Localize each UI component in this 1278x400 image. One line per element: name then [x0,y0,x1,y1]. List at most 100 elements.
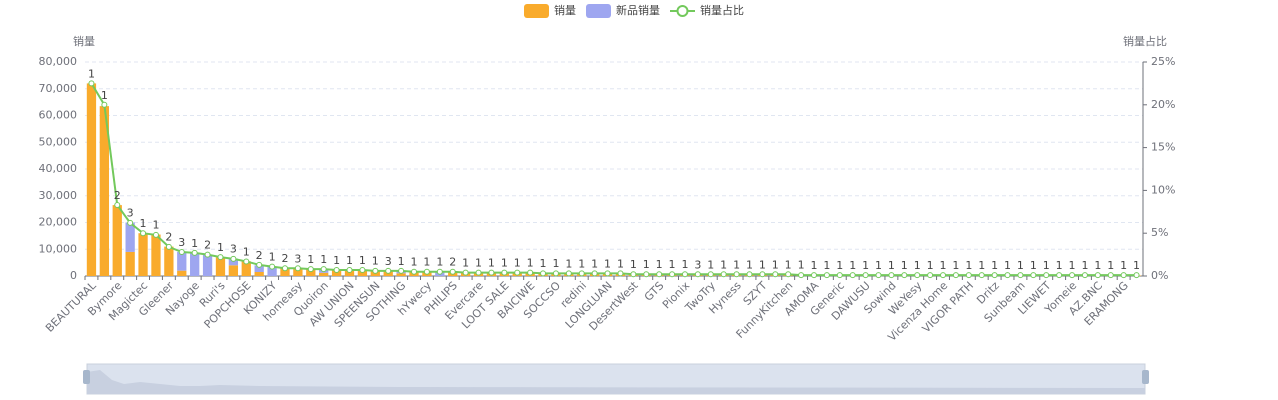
line-point [101,101,108,108]
data-label: 1 [191,237,198,250]
line-point [978,272,985,279]
y-tick-label: 30,000 [39,189,78,202]
data-label: 1 [1107,259,1114,272]
zoom-preview [87,370,1145,394]
line-point [294,265,301,272]
line-point [1120,272,1127,279]
data-label: 1 [643,258,650,271]
line-point [798,272,805,279]
line-point [514,269,521,276]
data-zoom[interactable] [83,363,1149,395]
bar [228,265,239,276]
line-point [836,272,843,279]
data-label: 1 [411,255,418,268]
line-point [1017,272,1024,279]
line-point [888,272,895,279]
data-label: 1 [720,258,727,271]
data-label: 1 [333,254,340,267]
line-point [527,269,534,276]
data-label: 1 [152,219,159,232]
bar [125,251,135,276]
line-point [965,272,972,279]
line-point [230,255,237,262]
line-point [269,263,276,270]
data-label: 1 [836,259,843,272]
y-tick-label: 0 [70,269,77,282]
line-point [733,271,740,278]
line-point [423,268,430,275]
y2-tick-label: 20% [1151,98,1175,111]
zoom-handle-left[interactable] [83,370,90,384]
data-label: 2 [281,252,288,265]
data-label: 1 [320,253,327,266]
line-point [127,219,134,226]
y-tick-label: 20,000 [39,216,78,229]
data-label: 1 [1017,259,1024,272]
data-label: 1 [1120,259,1127,272]
data-label: 1 [1081,259,1088,272]
line-point [940,272,947,279]
data-label: 1 [540,257,547,270]
line-point [552,270,559,277]
legend-swatch [524,4,549,18]
line-point [643,271,650,278]
data-label: 3 [694,258,701,271]
data-label: 1 [1030,259,1037,272]
data-label: 1 [617,257,624,270]
bar [396,273,406,276]
y2-tick-label: 10% [1151,183,1175,196]
data-label: 1 [914,259,921,272]
legend-item[interactable]: 销量 [524,3,576,18]
data-label: 1 [501,257,508,270]
data-label: 1 [359,254,366,267]
data-label: 1 [991,259,998,272]
data-label: 1 [901,259,908,272]
data-label: 1 [746,258,753,271]
line-point [862,272,869,279]
y2-tick-label: 15% [1151,141,1175,154]
line-point [1069,272,1076,279]
zoom-handle-right[interactable] [1142,370,1149,384]
line-point [1133,272,1140,279]
data-label: 1 [591,257,598,270]
data-label: 1 [1133,259,1140,272]
line-point [346,267,353,274]
line-point [759,271,766,278]
line-point [720,271,727,278]
line-point [449,268,456,275]
data-label: 1 [888,259,895,272]
data-label: 1 [656,258,663,271]
bar [190,253,200,276]
data-label: 1 [810,259,817,272]
line-point [372,267,379,274]
bar [86,83,97,277]
data-label: 1 [372,255,379,268]
data-label: 2 [114,189,121,202]
y-axis-label: 销量 [73,34,95,48]
data-label: 1 [1056,259,1063,272]
data-label: 3 [127,207,134,220]
y2-axis-label: 销量占比 [1123,34,1167,48]
line-point [204,251,211,258]
legend-item[interactable]: 销量占比 [670,3,744,17]
line-point [462,269,469,276]
data-label: 1 [823,259,830,272]
line-point [436,268,443,275]
data-label: 1 [849,259,856,272]
line-point [927,272,934,279]
line-point [475,269,482,276]
data-label: 1 [436,256,443,269]
line-point [1107,272,1114,279]
bar [228,258,239,266]
data-label: 1 [346,254,353,267]
data-label: 1 [927,259,934,272]
y2-tick-label: 5% [1151,226,1168,239]
bar [138,233,148,276]
data-label: 1 [88,67,95,80]
y2-tick-label: 25% [1151,55,1175,68]
legend-label: 新品销量 [616,3,660,17]
line-point [385,267,392,274]
line-point [243,258,250,265]
data-label: 1 [1069,259,1076,272]
legend-item[interactable]: 新品销量 [586,3,660,18]
